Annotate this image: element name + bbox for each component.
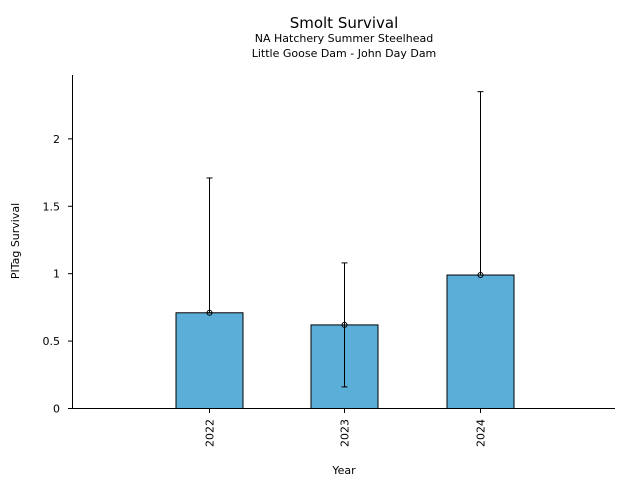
y-axis-label: PITag Survival [9, 203, 22, 279]
x-axis-label: Year [331, 464, 356, 477]
y-tick-label: 2 [53, 133, 60, 146]
point-marker-2023 [341, 321, 348, 328]
plot-area [175, 91, 515, 410]
chart-subtitle-line-1: NA Hatchery Summer Steelhead [255, 32, 433, 45]
chart-title: Smolt Survival [290, 14, 399, 32]
y-tick-label: 0 [53, 403, 60, 416]
bar-2024 [446, 274, 515, 409]
x-tick-label-2024: 2024 [475, 419, 488, 447]
bar-2022 [175, 312, 244, 410]
y-tick-label: 0.5 [43, 335, 61, 348]
x-tick-label-2022: 2022 [204, 419, 217, 447]
y-tick-label: 1 [53, 268, 60, 281]
point-marker-2022 [206, 309, 213, 316]
chart-subtitle-line-2: Little Goose Dam - John Day Dam [252, 47, 437, 60]
y-tick-label: 1.5 [43, 200, 61, 213]
point-marker-2024 [477, 272, 484, 279]
x-tick-label-2023: 2023 [339, 419, 352, 447]
